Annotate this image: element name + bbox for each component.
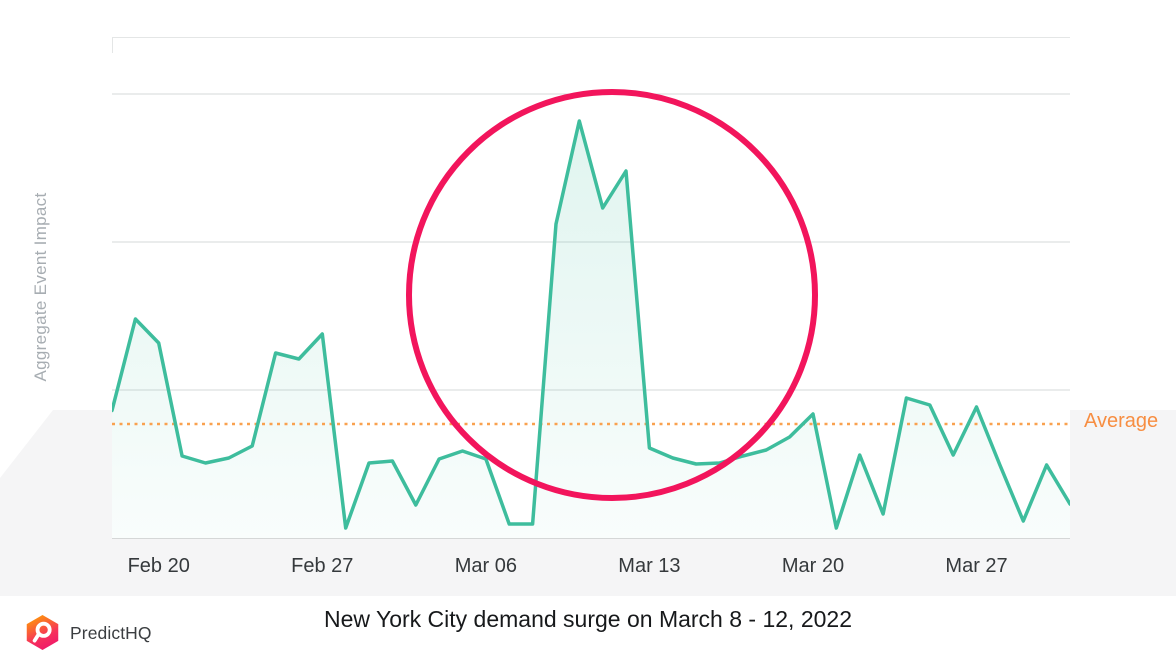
series-line	[112, 119, 1070, 530]
x-tick-label: Feb 20	[127, 555, 190, 577]
x-tick-label: Mar 20	[781, 555, 845, 577]
brand-logo: PredictHQ	[25, 614, 205, 650]
predicthq-logo-icon	[26, 615, 59, 650]
series-area-fill	[112, 121, 1070, 538]
x-tick-label: Mar 06	[454, 555, 517, 577]
line-chart	[112, 93, 1070, 538]
average-line-label: Average	[1084, 410, 1159, 432]
brand-name: PredictHQ	[70, 623, 152, 643]
x-tick-label: Mar 13	[618, 555, 681, 577]
pin-glyph-icon	[32, 621, 52, 643]
chart-caption: New York City demand surge on March 8 - …	[323, 606, 852, 632]
x-axis-ticks: Feb 20 Feb 27 Mar 06 Mar 13 Mar 20 Mar 27	[0, 555, 1176, 579]
x-tick-label: Feb 27	[291, 555, 354, 577]
y-axis-title: Aggregate Event Impact	[31, 192, 50, 382]
chart-plot-area	[112, 37, 1070, 539]
x-tick-label: Mar 27	[945, 555, 1008, 577]
